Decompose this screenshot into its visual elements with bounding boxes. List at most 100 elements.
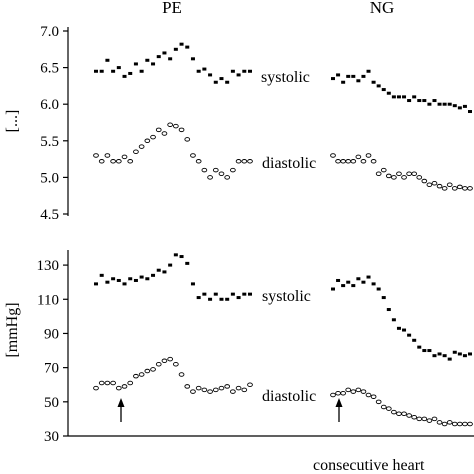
top-series-pe-systolic bbox=[94, 42, 252, 84]
bottom-pe-systolic-label: systolic bbox=[262, 288, 311, 305]
data-point bbox=[133, 149, 139, 155]
data-point bbox=[462, 354, 467, 358]
data-point bbox=[447, 102, 452, 106]
data-point bbox=[442, 102, 447, 106]
data-point bbox=[173, 361, 179, 367]
top-y-tick-label: 6.5 bbox=[40, 61, 59, 77]
data-point bbox=[421, 178, 428, 184]
data-point bbox=[356, 79, 361, 83]
data-point bbox=[416, 175, 423, 180]
bottom-y-tick-label: 110 bbox=[37, 292, 59, 308]
data-point bbox=[185, 45, 190, 49]
data-point bbox=[144, 368, 151, 374]
data-point bbox=[207, 389, 213, 394]
data-point bbox=[208, 73, 213, 77]
data-point bbox=[201, 167, 208, 173]
data-point bbox=[370, 394, 377, 399]
data-point bbox=[446, 182, 453, 187]
data-point bbox=[235, 159, 242, 164]
data-point bbox=[151, 273, 156, 277]
data-point bbox=[331, 77, 335, 81]
data-point bbox=[402, 328, 407, 332]
data-point bbox=[105, 58, 110, 62]
data-point bbox=[207, 175, 213, 180]
data-point bbox=[133, 278, 138, 282]
data-point bbox=[116, 278, 121, 282]
data-point bbox=[391, 409, 397, 415]
data-point bbox=[371, 80, 376, 84]
data-point bbox=[380, 167, 387, 173]
data-point bbox=[335, 159, 341, 164]
data-point bbox=[457, 421, 463, 427]
data-point bbox=[340, 159, 346, 164]
data-point bbox=[173, 123, 179, 129]
data-point bbox=[178, 127, 185, 133]
data-point bbox=[431, 181, 438, 186]
data-point bbox=[402, 95, 407, 99]
arrow-ng bbox=[335, 398, 343, 422]
data-point bbox=[202, 67, 207, 71]
data-point bbox=[248, 69, 252, 73]
data-point bbox=[94, 282, 98, 286]
bottom-y-tick-label: 30 bbox=[44, 429, 59, 445]
data-point bbox=[162, 51, 167, 55]
data-point bbox=[127, 380, 134, 386]
data-point bbox=[427, 102, 432, 106]
data-point bbox=[366, 69, 371, 73]
data-point bbox=[427, 349, 432, 353]
data-point bbox=[426, 418, 433, 423]
data-point bbox=[432, 354, 437, 358]
data-point bbox=[168, 263, 173, 267]
data-point bbox=[446, 420, 453, 425]
data-point bbox=[196, 69, 201, 73]
data-point bbox=[396, 411, 402, 417]
data-point bbox=[104, 380, 111, 386]
arrow-pe bbox=[117, 398, 125, 422]
data-point bbox=[432, 99, 437, 103]
data-point bbox=[242, 292, 247, 296]
top-series-ng-diastolic bbox=[330, 153, 473, 191]
bottom-series-pe-diastolic bbox=[93, 356, 253, 394]
bottom-y-tick-label: 130 bbox=[37, 258, 60, 274]
data-point bbox=[236, 73, 241, 77]
data-point bbox=[396, 171, 402, 176]
data-point bbox=[355, 154, 362, 160]
top-y-tick-label: 7.0 bbox=[40, 24, 59, 40]
x-axis-label: consecutive heart bbox=[313, 457, 425, 474]
bottom-series-ng-systolic bbox=[331, 275, 472, 361]
data-point bbox=[407, 333, 412, 337]
data-point bbox=[162, 270, 167, 274]
data-point bbox=[212, 167, 219, 173]
data-point bbox=[457, 184, 463, 190]
data-point bbox=[150, 367, 156, 372]
data-point bbox=[411, 171, 418, 176]
data-point bbox=[219, 297, 224, 301]
data-point bbox=[94, 69, 98, 73]
data-point bbox=[452, 104, 457, 108]
data-point bbox=[386, 308, 391, 312]
data-point bbox=[356, 277, 361, 281]
data-point bbox=[401, 175, 407, 180]
data-point bbox=[155, 127, 162, 133]
data-point bbox=[184, 384, 191, 389]
data-point bbox=[421, 416, 428, 422]
data-point bbox=[360, 389, 367, 394]
bottom-pe-diastolic-label: diastolic bbox=[262, 388, 316, 405]
data-point bbox=[462, 104, 467, 108]
data-point bbox=[111, 277, 116, 281]
data-point bbox=[122, 282, 127, 286]
data-point bbox=[190, 57, 195, 61]
data-point bbox=[468, 110, 472, 114]
data-point bbox=[111, 69, 116, 73]
data-point bbox=[437, 352, 442, 356]
data-point bbox=[161, 358, 168, 364]
bottom-y-tick-label: 50 bbox=[44, 395, 59, 411]
data-point bbox=[351, 74, 356, 78]
data-point bbox=[457, 106, 462, 110]
data-point bbox=[110, 380, 116, 386]
data-point bbox=[93, 153, 99, 158]
bottom-series-ng-diastolic bbox=[330, 387, 473, 427]
data-point bbox=[122, 74, 127, 78]
data-point bbox=[351, 284, 356, 288]
